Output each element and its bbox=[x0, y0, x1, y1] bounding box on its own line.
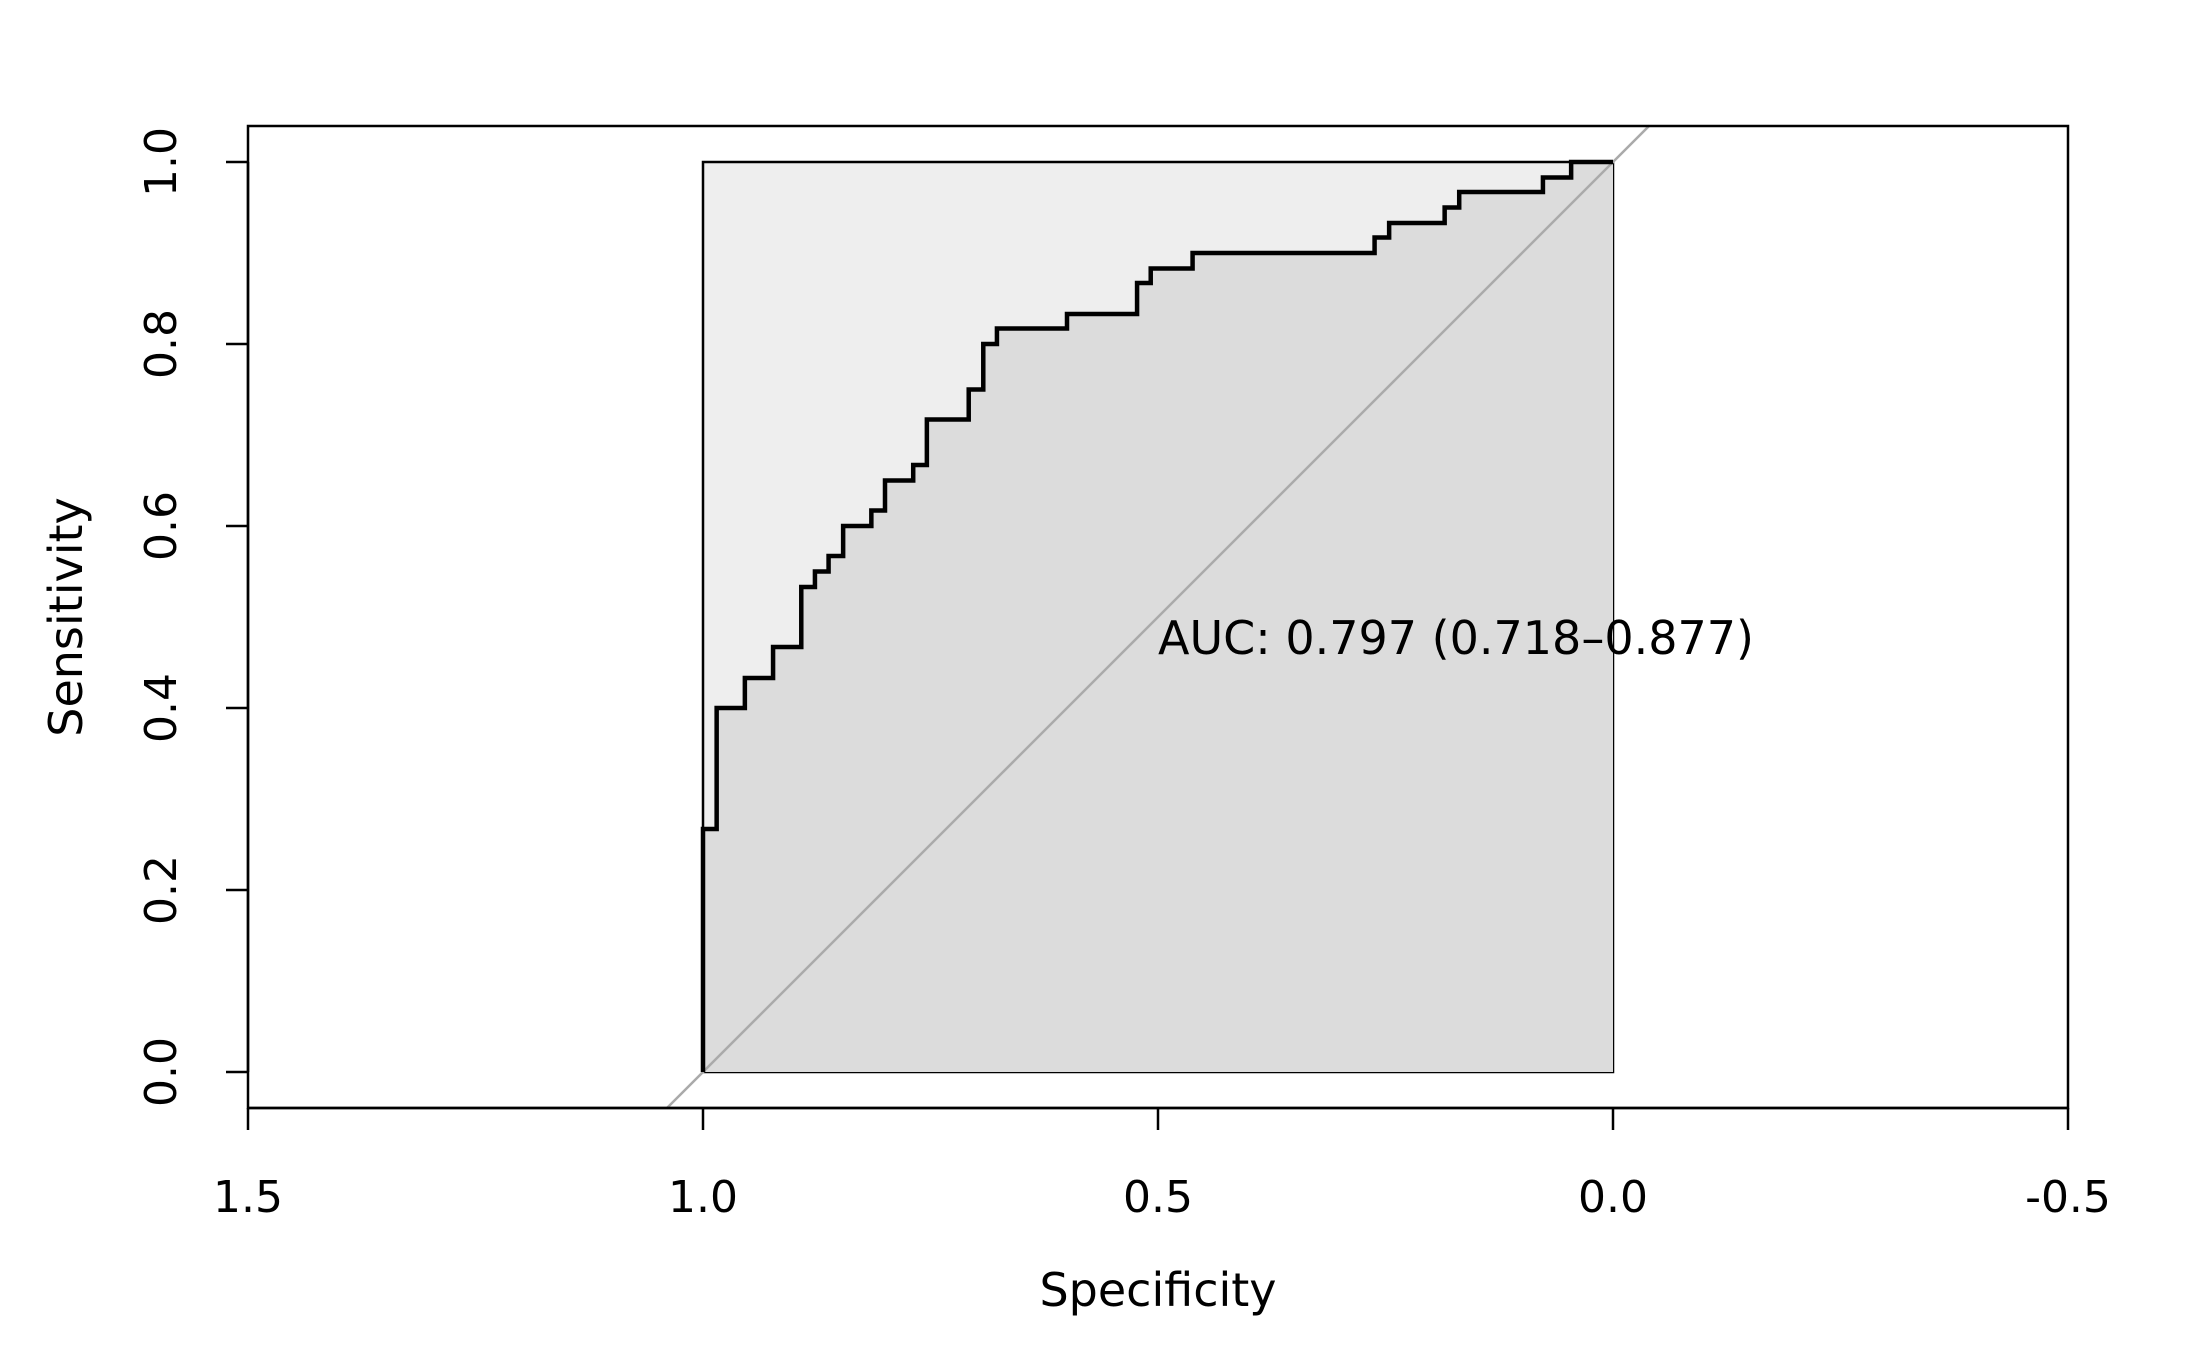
x-tick-label: 1.5 bbox=[213, 1172, 283, 1223]
y-tick-label: 0.2 bbox=[136, 855, 187, 925]
x-tick-label: 0.5 bbox=[1123, 1172, 1193, 1223]
y-tick-label: 0.8 bbox=[136, 309, 187, 379]
x-axis: 1.5 1.0 0.5 0.0 -0.5 bbox=[213, 1106, 2111, 1223]
y-axis: 0.0 0.2 0.4 0.6 0.8 1.0 bbox=[136, 127, 250, 1107]
x-tick-label: 1.0 bbox=[668, 1172, 738, 1223]
plot-area bbox=[665, 124, 1651, 1110]
auc-annotation: AUC: 0.797 (0.718–0.877) bbox=[1158, 611, 1754, 665]
y-tick-label: 0.4 bbox=[136, 673, 187, 743]
x-axis-title: Specificity bbox=[1039, 1263, 1276, 1317]
roc-curve-line bbox=[700, 159, 1613, 1072]
x-tick-label: 0.0 bbox=[1578, 1172, 1648, 1223]
y-tick-label: 0.0 bbox=[136, 1037, 187, 1107]
y-tick-label: 1.0 bbox=[136, 127, 187, 197]
reference-diagonal-line bbox=[665, 124, 1651, 1110]
y-tick-label: 0.6 bbox=[136, 491, 187, 561]
x-tick-label: -0.5 bbox=[2025, 1172, 2111, 1223]
y-axis-title: Sensitivity bbox=[39, 497, 93, 736]
